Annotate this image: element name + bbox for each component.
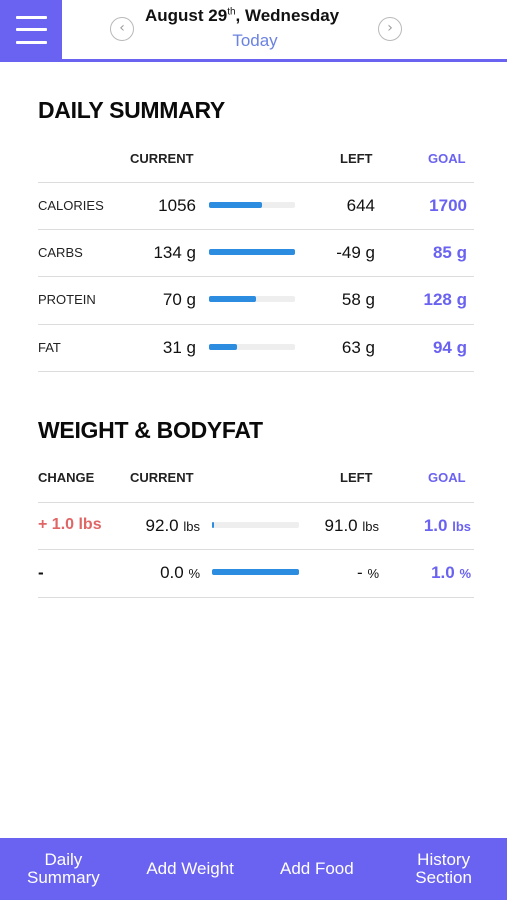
fat-progress-bar	[209, 344, 295, 350]
carbs-left: -49 g	[336, 243, 375, 262]
weight-change: + 1.0 lbs	[38, 516, 102, 533]
today-label[interactable]: Today	[232, 31, 278, 50]
protein-progress-fill	[209, 296, 257, 302]
bodyfat-current-unit: %	[188, 566, 200, 581]
carbs-current: 134 g	[153, 243, 196, 262]
fat-left: 63 g	[341, 338, 375, 357]
nav-label: Add Food	[280, 859, 354, 878]
col-change: CHANGE	[38, 470, 95, 485]
weight-current: 92.0 lbs	[120, 516, 200, 536]
bodyfat-current: 0.0 %	[120, 563, 200, 583]
row-label-fat: FAT	[38, 340, 61, 355]
date-weekday: , Wednesday	[235, 6, 340, 25]
divider	[38, 549, 474, 550]
col-left: LEFT	[340, 470, 373, 485]
weight-left-value: 91.0	[324, 516, 358, 535]
weight-left: 91.0 lbs	[300, 516, 379, 536]
nav-daily-summary[interactable]: Daily Summary	[0, 838, 127, 900]
bodyfat-left-value: -	[357, 563, 363, 582]
bodyfat-goal-value: 1.0	[431, 563, 455, 582]
current-date: August 29th, Wednesday	[145, 6, 365, 26]
bodyfat-current-value: 0.0	[160, 563, 184, 582]
protein-goal[interactable]: 128 g	[423, 290, 467, 309]
calories-progress-bar	[209, 202, 295, 208]
bodyfat-progress-fill	[212, 569, 299, 575]
nav-label: Add Weight	[146, 859, 234, 878]
date-month-day: August 29	[145, 6, 228, 25]
menu-line	[16, 16, 47, 19]
chevron-left-icon[interactable]: ‹	[110, 17, 134, 41]
nav-add-food[interactable]: Add Food	[254, 838, 381, 900]
nav-label: History Section	[415, 850, 472, 887]
col-left: LEFT	[340, 151, 373, 166]
divider	[38, 276, 474, 277]
col-current: CURRENT	[130, 470, 194, 485]
row-label-calories: CALORIES	[38, 198, 104, 213]
divider	[38, 324, 474, 325]
weight-goal-unit: lbs	[452, 519, 471, 534]
calories-goal[interactable]: 1700	[429, 196, 467, 215]
fat-current: 31 g	[162, 338, 196, 357]
menu-line	[16, 28, 47, 31]
protein-left: 58 g	[341, 290, 375, 309]
bottom-nav: Daily Summary Add Weight Add Food Histor…	[0, 838, 507, 900]
bodyfat-left-unit: %	[367, 566, 379, 581]
bodyfat-change: -	[38, 563, 44, 582]
calories-current: 1056	[158, 196, 196, 215]
date-suffix: th	[227, 6, 236, 18]
divider	[38, 229, 474, 230]
divider	[38, 371, 474, 372]
hamburger-menu-icon[interactable]	[0, 0, 62, 60]
carbs-progress-fill	[209, 249, 295, 255]
chevron-right-icon[interactable]: ›	[378, 17, 402, 41]
weight-goal-value: 1.0	[423, 516, 448, 535]
bodyfat-progress-bar	[212, 569, 299, 575]
weight-progress-bar	[212, 522, 299, 528]
weight-left-unit: lbs	[362, 519, 379, 534]
carbs-goal[interactable]: 85 g	[432, 243, 467, 262]
weight-bodyfat-title: WEIGHT & BODYFAT	[38, 417, 263, 443]
nav-history-section[interactable]: History Section	[380, 838, 507, 900]
divider	[38, 502, 474, 503]
menu-line	[16, 41, 47, 44]
weight-current-unit: lbs	[183, 519, 200, 534]
row-label-protein: PROTEIN	[38, 292, 96, 307]
carbs-progress-bar	[209, 249, 295, 255]
divider	[38, 182, 474, 183]
bodyfat-goal-unit: %	[459, 566, 471, 581]
daily-summary-title: DAILY SUMMARY	[38, 97, 225, 123]
weight-progress-fill	[212, 522, 214, 528]
nav-add-weight[interactable]: Add Weight	[127, 838, 254, 900]
top-bar: ‹ August 29th, Wednesday Today ›	[0, 0, 507, 62]
weight-goal[interactable]: 1.0 lbs	[395, 516, 471, 536]
bodyfat-left: - %	[300, 563, 379, 583]
weight-current-value: 92.0	[145, 516, 179, 535]
fat-progress-fill	[209, 344, 238, 350]
col-goal: GOAL	[428, 470, 466, 485]
calories-progress-fill	[209, 202, 263, 208]
protein-current: 70 g	[162, 290, 196, 309]
col-current: CURRENT	[130, 151, 194, 166]
calories-left: 644	[346, 196, 375, 215]
nav-label: Daily Summary	[27, 850, 100, 887]
divider	[38, 597, 474, 598]
bodyfat-goal[interactable]: 1.0 %	[395, 563, 471, 583]
protein-progress-bar	[209, 296, 295, 302]
row-label-carbs: CARBS	[38, 245, 83, 260]
col-goal: GOAL	[428, 151, 466, 166]
fat-goal[interactable]: 94 g	[432, 338, 467, 357]
